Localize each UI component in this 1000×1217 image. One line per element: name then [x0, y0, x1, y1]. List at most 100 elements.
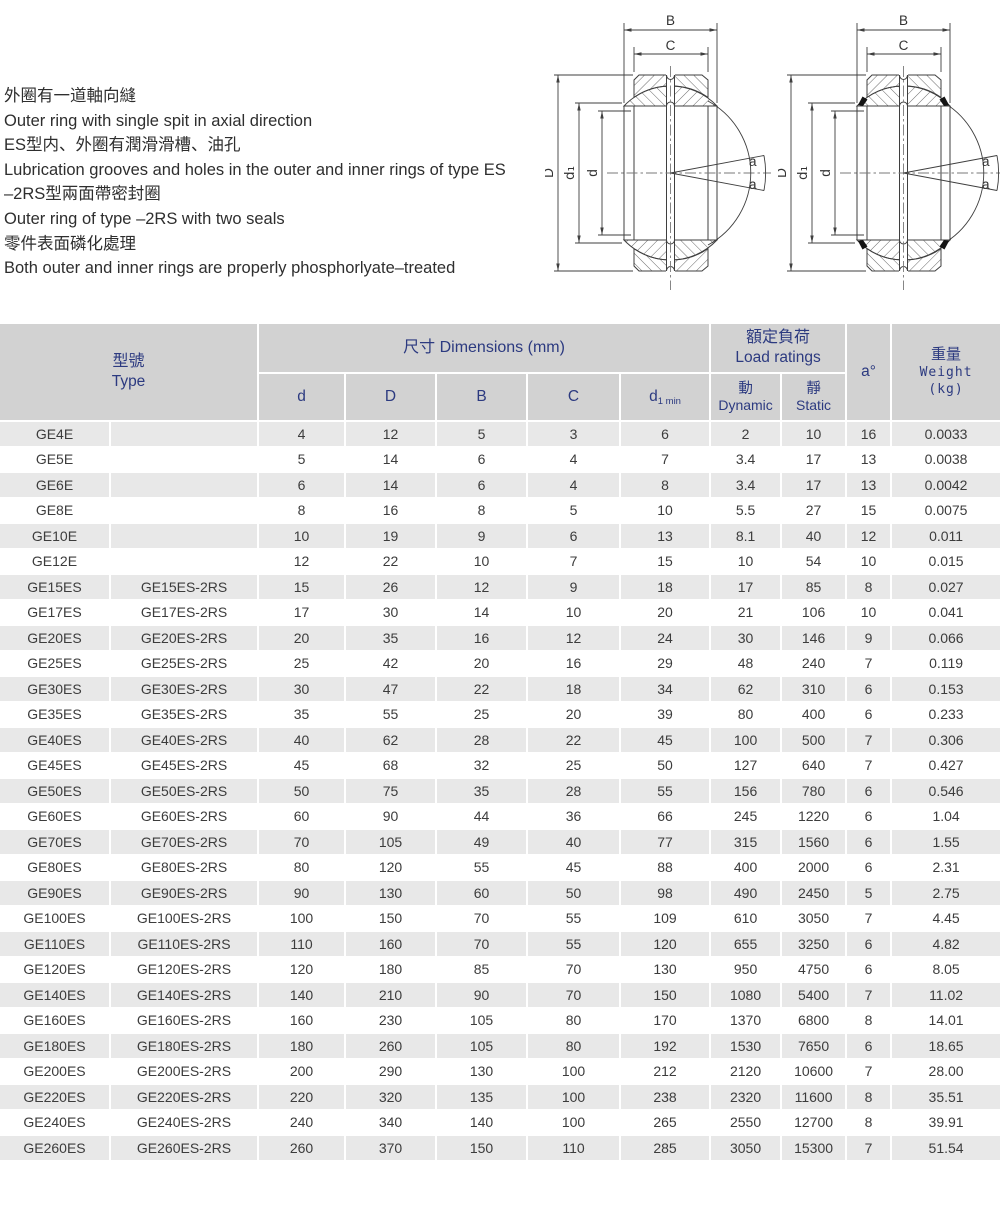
cell-static-load: 400 [780, 700, 848, 728]
cell-d1min: 8 [619, 471, 712, 499]
cell-c: 3 [526, 420, 622, 448]
cell-dynamic-load: 21 [709, 598, 783, 626]
cell-b: 55 [435, 853, 529, 881]
cell-type: GE30ES [0, 675, 111, 703]
cell-c: 110 [526, 1134, 622, 1162]
cell-d: 90 [257, 879, 347, 907]
cell-d: 4 [257, 420, 347, 448]
cell-d1min: 170 [619, 1006, 712, 1034]
cell-c: 6 [526, 522, 622, 550]
cell-angle: 7 [845, 1134, 893, 1162]
cell-c: 55 [526, 930, 622, 958]
cell-d1min: 29 [619, 649, 712, 677]
cell-c: 100 [526, 1057, 622, 1085]
cell-outer-diameter: 26 [344, 573, 438, 601]
angle-label-upper: a [749, 154, 757, 169]
cell-type: GE120ES [0, 955, 111, 983]
cell-d: 120 [257, 955, 347, 983]
cell-type-2rs: GE100ES-2RS [108, 904, 260, 932]
header-load-ratings: 額定負荷 Load ratings [709, 322, 848, 374]
cell-type-2rs: GE110ES-2RS [108, 930, 260, 958]
cell-outer-diameter: 340 [344, 1108, 438, 1136]
cell-angle: 7 [845, 981, 893, 1009]
cell-type: GE45ES [0, 751, 111, 779]
cell-dynamic-load: 156 [709, 777, 783, 805]
bearing-section-es: B C D d₁ d a a [545, 13, 772, 291]
cell-dynamic-load: 610 [709, 904, 783, 932]
dim-label-b: B [899, 13, 908, 28]
table-row: GE35ES GE35ES-2RS 35 55 25 20 39 80 400 … [0, 700, 1000, 728]
cell-b: 32 [435, 751, 529, 779]
angle-label-upper: a [982, 154, 990, 169]
cell-b: 90 [435, 981, 529, 1009]
dim-label-d1: d₁ [795, 166, 811, 180]
cell-outer-diameter: 62 [344, 726, 438, 754]
cell-dynamic-load: 8.1 [709, 522, 783, 550]
cell-outer-diameter: 22 [344, 547, 438, 575]
cell-static-load: 11600 [780, 1083, 848, 1111]
table-row: GE140ES GE140ES-2RS 140 210 90 70 150 10… [0, 981, 1000, 1009]
cell-outer-diameter: 160 [344, 930, 438, 958]
cell-static-load: 3250 [780, 930, 848, 958]
cell-weight: 2.31 [890, 853, 1000, 881]
angle-label-lower: a [982, 177, 990, 192]
cell-type-2rs: GE160ES-2RS [108, 1006, 260, 1034]
table-row: GE100ES GE100ES-2RS 100 150 70 55 109 61… [0, 904, 1000, 932]
cell-dynamic-load: 3.4 [709, 445, 783, 473]
bearing-drawing-es: B C D d₁ d a a [545, 6, 775, 298]
dim-label-c: C [899, 38, 909, 53]
cell-angle: 8 [845, 1083, 893, 1111]
cell-angle: 6 [845, 675, 893, 703]
bearing-drawing-2rs: B C D d₁ d a a [778, 6, 1000, 298]
cell-type-2rs: GE50ES-2RS [108, 777, 260, 805]
dim-label-d1: d₁ [562, 166, 578, 180]
cell-type: GE5E [0, 445, 111, 473]
cell-weight: 0.015 [890, 547, 1000, 575]
cell-weight: 0.011 [890, 522, 1000, 550]
cell-d1min: 6 [619, 420, 712, 448]
cell-type-2rs: GE200ES-2RS [108, 1057, 260, 1085]
cell-type: GE220ES [0, 1083, 111, 1111]
cell-b: 6 [435, 471, 529, 499]
cell-angle: 7 [845, 649, 893, 677]
cell-d: 45 [257, 751, 347, 779]
cell-static-load: 146 [780, 624, 848, 652]
intro-line-zh: ES型内、外圈有潤滑滑槽、油孔 [4, 136, 241, 155]
cell-weight: 1.04 [890, 802, 1000, 830]
table-row: GE240ES GE240ES-2RS 240 340 140 100 265 … [0, 1108, 1000, 1136]
cell-static-load: 7650 [780, 1032, 848, 1060]
cell-weight: 0.0038 [890, 445, 1000, 473]
cell-type-2rs: GE40ES-2RS [108, 726, 260, 754]
cell-type-2rs: GE17ES-2RS [108, 598, 260, 626]
cell-angle: 6 [845, 1032, 893, 1060]
table-row: GE110ES GE110ES-2RS 110 160 70 55 120 65… [0, 930, 1000, 958]
cell-b: 49 [435, 828, 529, 856]
cell-type: GE6E [0, 471, 111, 499]
cell-static-load: 640 [780, 751, 848, 779]
cell-type: GE140ES [0, 981, 111, 1009]
cell-dynamic-load: 48 [709, 649, 783, 677]
cell-type-2rs: GE90ES-2RS [108, 879, 260, 907]
cell-b: 8 [435, 496, 529, 524]
cell-weight: 0.041 [890, 598, 1000, 626]
table-row: GE70ES GE70ES-2RS 70 105 49 40 77 315 15… [0, 828, 1000, 856]
cell-type: GE20ES [0, 624, 111, 652]
cell-type-2rs [108, 522, 260, 550]
cell-outer-diameter: 55 [344, 700, 438, 728]
cell-type-2rs: GE120ES-2RS [108, 955, 260, 983]
cell-outer-diameter: 42 [344, 649, 438, 677]
cell-angle: 7 [845, 751, 893, 779]
cell-angle: 13 [845, 445, 893, 473]
cell-weight: 51.54 [890, 1134, 1000, 1162]
cell-outer-diameter: 90 [344, 802, 438, 830]
cell-b: 28 [435, 726, 529, 754]
cell-d: 60 [257, 802, 347, 830]
cell-d: 50 [257, 777, 347, 805]
bearing-section-2rs: B C D d₁ d a a [778, 13, 1000, 291]
cell-type: GE35ES [0, 700, 111, 728]
cell-b: 25 [435, 700, 529, 728]
spec-table-body: GE4E 4 12 5 3 6 2 10 16 0.0033 GE5E 5 14… [0, 420, 1000, 1162]
cell-d: 240 [257, 1108, 347, 1136]
cell-angle: 15 [845, 496, 893, 524]
cell-b: 20 [435, 649, 529, 677]
